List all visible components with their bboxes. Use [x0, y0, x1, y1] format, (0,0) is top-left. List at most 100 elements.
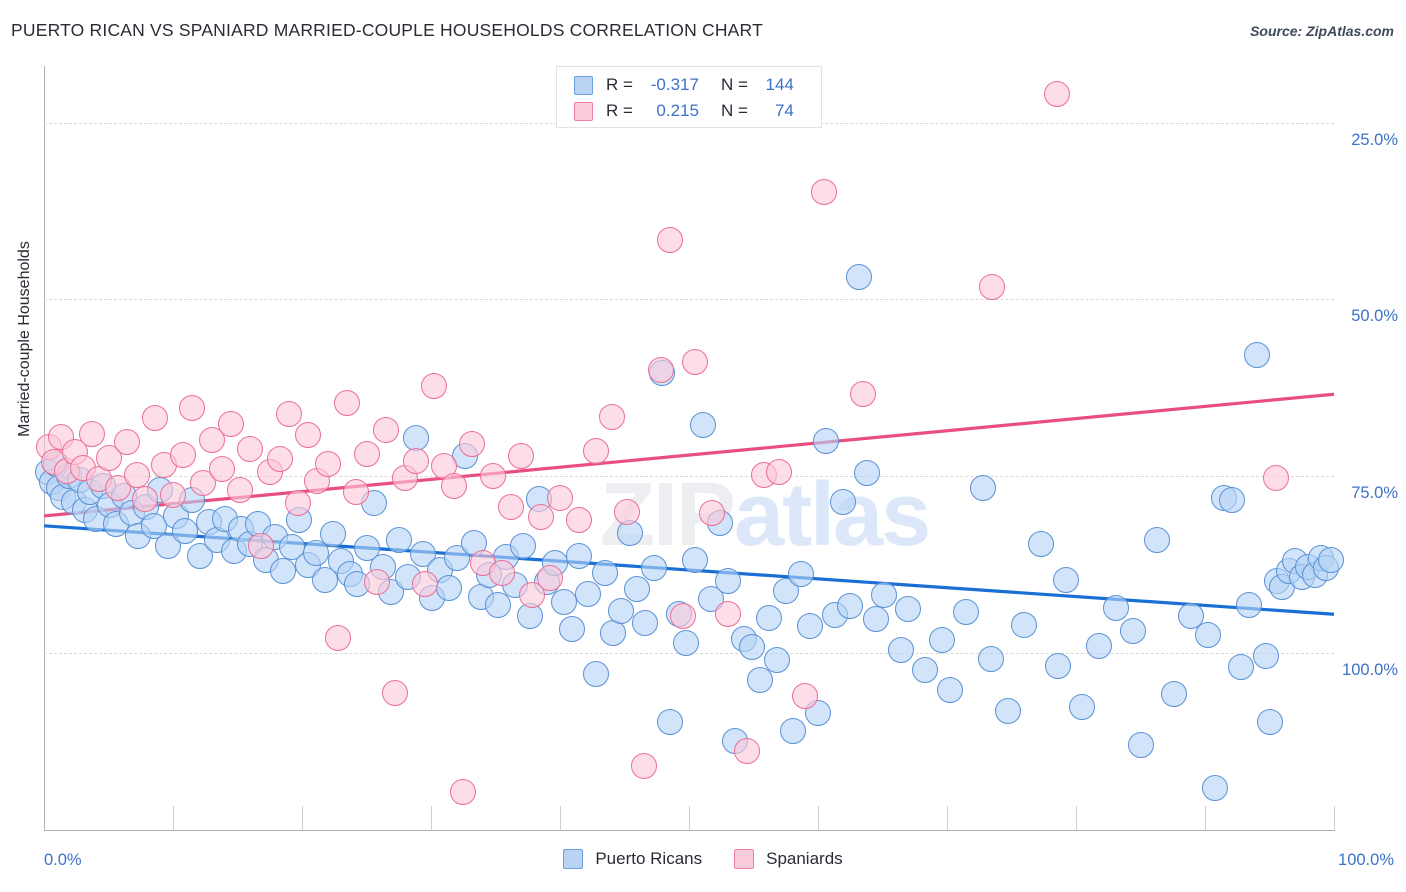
data-point-puerto-ricans[interactable] [812, 427, 839, 454]
data-point-puerto-ricans[interactable] [566, 542, 593, 569]
data-point-puerto-ricans[interactable] [171, 518, 198, 545]
data-point-puerto-ricans[interactable] [863, 606, 890, 633]
data-point-spaniards[interactable] [792, 682, 819, 709]
data-point-spaniards[interactable] [267, 446, 294, 473]
data-point-spaniards[interactable] [536, 565, 563, 592]
data-point-puerto-ricans[interactable] [509, 532, 536, 559]
data-point-spaniards[interactable] [682, 348, 709, 375]
data-point-spaniards[interactable] [420, 372, 447, 399]
data-point-spaniards[interactable] [131, 485, 158, 512]
data-point-puerto-ricans[interactable] [690, 412, 717, 439]
data-point-puerto-ricans[interactable] [970, 474, 997, 501]
data-point-puerto-ricans[interactable] [977, 645, 1004, 672]
data-point-spaniards[interactable] [714, 600, 741, 627]
data-point-puerto-ricans[interactable] [780, 717, 807, 744]
data-point-spaniards[interactable] [450, 778, 477, 805]
data-point-spaniards[interactable] [170, 442, 197, 469]
data-point-puerto-ricans[interactable] [870, 582, 897, 609]
data-point-puerto-ricans[interactable] [1119, 617, 1146, 644]
data-point-spaniards[interactable] [123, 461, 150, 488]
data-point-spaniards[interactable] [402, 447, 429, 474]
data-point-spaniards[interactable] [479, 463, 506, 490]
data-point-spaniards[interactable] [47, 423, 74, 450]
data-point-puerto-ricans[interactable] [788, 560, 815, 587]
data-point-spaniards[interactable] [209, 456, 236, 483]
data-point-puerto-ricans[interactable] [1069, 693, 1096, 720]
data-point-puerto-ricans[interactable] [1086, 633, 1113, 660]
data-point-puerto-ricans[interactable] [269, 558, 296, 585]
data-point-spaniards[interactable] [459, 430, 486, 457]
data-point-puerto-ricans[interactable] [319, 521, 346, 548]
data-point-spaniards[interactable] [583, 437, 610, 464]
data-point-spaniards[interactable] [179, 395, 206, 422]
data-point-puerto-ricans[interactable] [854, 460, 881, 487]
data-point-puerto-ricans[interactable] [1202, 774, 1229, 801]
data-point-spaniards[interactable] [1262, 464, 1289, 491]
data-point-puerto-ricans[interactable] [1161, 681, 1188, 708]
data-point-puerto-ricans[interactable] [682, 546, 709, 573]
data-point-puerto-ricans[interactable] [550, 589, 577, 616]
data-point-puerto-ricans[interactable] [837, 593, 864, 620]
data-point-spaniards[interactable] [598, 403, 625, 430]
data-point-spaniards[interactable] [811, 178, 838, 205]
data-point-puerto-ricans[interactable] [673, 630, 700, 657]
data-point-puerto-ricans[interactable] [895, 596, 922, 623]
data-point-puerto-ricans[interactable] [755, 604, 782, 631]
data-point-spaniards[interactable] [141, 405, 168, 432]
data-point-puerto-ricans[interactable] [1044, 652, 1071, 679]
data-point-puerto-ricans[interactable] [592, 559, 619, 586]
data-point-spaniards[interactable] [381, 679, 408, 706]
data-point-spaniards[interactable] [734, 737, 761, 764]
data-point-puerto-ricans[interactable] [436, 575, 463, 602]
data-point-spaniards[interactable] [314, 450, 341, 477]
data-point-spaniards[interactable] [276, 401, 303, 428]
data-point-spaniards[interactable] [766, 459, 793, 486]
data-point-spaniards[interactable] [656, 227, 683, 254]
data-point-puerto-ricans[interactable] [1243, 341, 1270, 368]
data-point-puerto-ricans[interactable] [278, 534, 305, 561]
data-point-spaniards[interactable] [630, 753, 657, 780]
data-point-spaniards[interactable] [566, 507, 593, 534]
data-point-puerto-ricans[interactable] [739, 634, 766, 661]
data-point-puerto-ricans[interactable] [1252, 642, 1279, 669]
data-point-puerto-ricans[interactable] [583, 661, 610, 688]
data-point-spaniards[interactable] [295, 422, 322, 449]
data-point-spaniards[interactable] [237, 436, 264, 463]
data-point-puerto-ricans[interactable] [936, 676, 963, 703]
data-point-puerto-ricans[interactable] [829, 488, 856, 515]
data-point-spaniards[interactable] [78, 420, 105, 447]
data-point-spaniards[interactable] [614, 498, 641, 525]
data-point-puerto-ricans[interactable] [1256, 709, 1283, 736]
data-point-puerto-ricans[interactable] [928, 627, 955, 654]
data-point-puerto-ricans[interactable] [656, 709, 683, 736]
data-point-puerto-ricans[interactable] [994, 698, 1021, 725]
data-point-puerto-ricans[interactable] [641, 555, 668, 582]
data-point-puerto-ricans[interactable] [575, 580, 602, 607]
data-point-spaniards[interactable] [508, 443, 535, 470]
data-point-spaniards[interactable] [189, 470, 216, 497]
data-point-spaniards[interactable] [497, 494, 524, 521]
data-point-spaniards[interactable] [363, 569, 390, 596]
data-point-puerto-ricans[interactable] [1318, 546, 1345, 573]
data-point-spaniards[interactable] [227, 477, 254, 504]
data-point-puerto-ricans[interactable] [797, 613, 824, 640]
data-point-puerto-ricans[interactable] [953, 599, 980, 626]
data-point-spaniards[interactable] [547, 484, 573, 511]
data-point-spaniards[interactable] [325, 624, 352, 651]
series-legend-item-spaniards[interactable]: Spaniards [734, 849, 843, 869]
data-point-puerto-ricans[interactable] [632, 610, 659, 637]
data-point-puerto-ricans[interactable] [1052, 566, 1079, 593]
data-point-puerto-ricans[interactable] [1219, 487, 1246, 514]
data-point-puerto-ricans[interactable] [1228, 654, 1255, 681]
data-point-spaniards[interactable] [850, 381, 877, 408]
data-point-spaniards[interactable] [160, 481, 186, 508]
data-point-puerto-ricans[interactable] [912, 657, 939, 684]
data-point-spaniards[interactable] [353, 440, 380, 467]
data-point-spaniards[interactable] [411, 570, 438, 597]
data-point-puerto-ricans[interactable] [517, 603, 544, 630]
data-point-spaniards[interactable] [669, 603, 696, 630]
data-point-puerto-ricans[interactable] [1011, 611, 1038, 638]
data-point-spaniards[interactable] [488, 559, 515, 586]
data-point-puerto-ricans[interactable] [1235, 592, 1262, 619]
data-point-spaniards[interactable] [285, 490, 312, 517]
